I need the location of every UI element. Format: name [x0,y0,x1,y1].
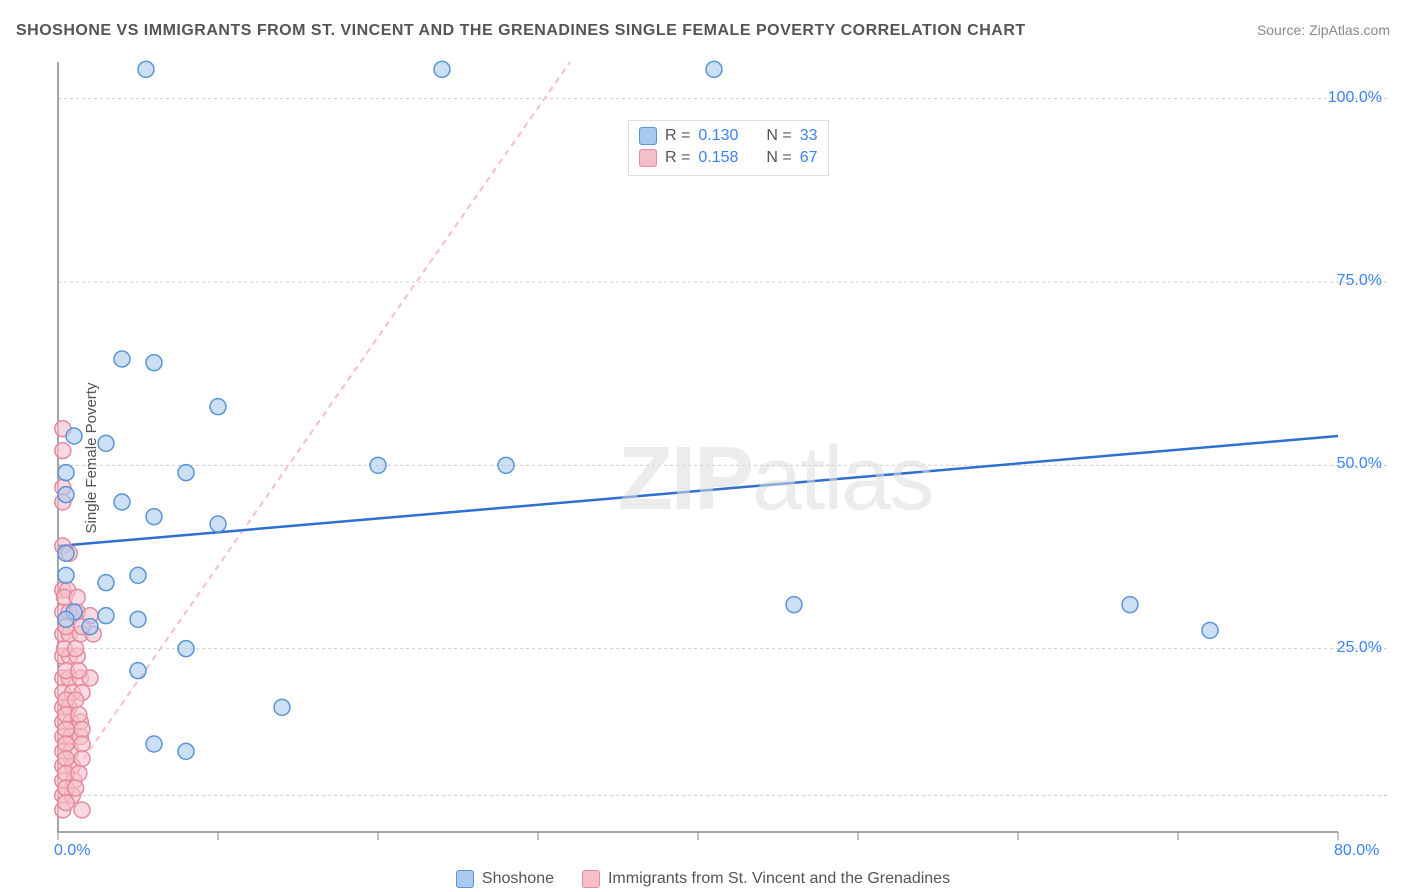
legend-item: Shoshone [456,870,554,888]
chart-header: SHOSHONE VS IMMIGRANTS FROM ST. VINCENT … [16,22,1390,40]
legend-swatch-pink [582,870,600,888]
legend-item: Immigrants from St. Vincent and the Gren… [582,870,950,888]
chart-source: Source: ZipAtlas.com [1257,22,1390,38]
scatter-plot [48,58,1388,858]
legend-swatch-blue [456,870,474,888]
y-axis-title: Single Female Poverty [83,383,100,534]
legend-stats: R = 0.130 N = 33 R = 0.158 N = 67 [628,120,829,176]
x-tick-label: 0.0% [54,842,90,860]
x-tick-label: 80.0% [1334,842,1379,860]
y-tick-label: 100.0% [1328,89,1382,107]
y-tick-label: 75.0% [1337,272,1382,290]
y-tick-label: 50.0% [1337,455,1382,473]
legend-row: R = 0.130 N = 33 [639,125,818,147]
y-tick-label: 25.0% [1337,639,1382,657]
legend-swatch-blue [639,127,657,145]
legend-swatch-pink [639,149,657,167]
chart-title: SHOSHONE VS IMMIGRANTS FROM ST. VINCENT … [16,22,1026,40]
legend-row: R = 0.158 N = 67 [639,147,818,169]
chart-area: ZIPatlas Single Female Poverty R = 0.130… [48,58,1388,858]
legend-series: Shoshone Immigrants from St. Vincent and… [0,870,1406,888]
